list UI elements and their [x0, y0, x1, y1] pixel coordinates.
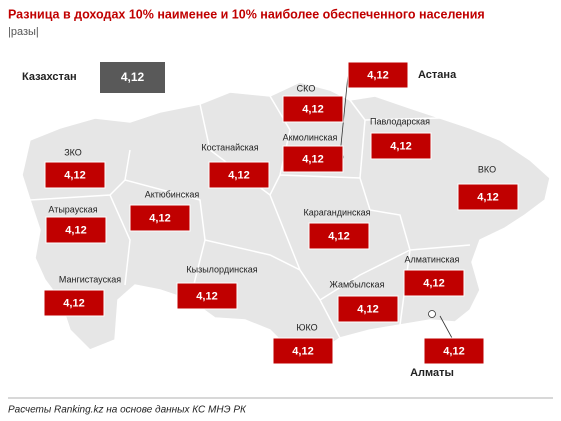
region-name: Алматы — [410, 367, 454, 379]
region-value: 4,12 — [302, 103, 323, 115]
region-name: Атырауская — [48, 204, 97, 214]
value-box — [370, 132, 432, 160]
city-marker — [428, 310, 436, 318]
value-box — [129, 204, 191, 232]
region-name: Костанайская — [201, 142, 258, 152]
source: Расчеты Ranking.kz на основе данных КС М… — [8, 405, 247, 416]
country-value: 4,12 — [121, 70, 145, 84]
region-value: 4,12 — [292, 345, 313, 357]
region-name: ЮКО — [296, 322, 317, 332]
region-name: Астана — [418, 69, 457, 81]
value-box — [45, 216, 107, 244]
value-box — [347, 61, 409, 89]
region-value: 4,12 — [477, 191, 498, 203]
region-name: ЗКО — [64, 147, 82, 157]
region-value: 4,12 — [357, 303, 378, 315]
value-box — [457, 183, 519, 211]
value-box — [43, 289, 105, 317]
title: Разница в доходах 10% наименее и 10% наи… — [8, 7, 485, 21]
region-value: 4,12 — [302, 153, 323, 165]
value-box — [308, 222, 370, 250]
value-box — [282, 145, 344, 173]
region-borders — [29, 95, 471, 339]
region-name: Акмолинская — [283, 132, 338, 142]
region-value: 4,12 — [443, 345, 464, 357]
region-value: 4,12 — [367, 69, 388, 81]
value-box — [337, 295, 399, 323]
region-name: Павлодарская — [370, 116, 430, 126]
region-value: 4,12 — [423, 277, 444, 289]
region-value: 4,12 — [328, 230, 349, 242]
value-box — [208, 161, 270, 189]
region-value: 4,12 — [65, 224, 86, 236]
leader-line — [339, 74, 349, 156]
value-box — [44, 161, 106, 189]
region-name: Актюбинская — [145, 189, 200, 199]
subtitle: |разы| — [8, 26, 39, 38]
region-name: Карагандинская — [303, 207, 370, 217]
leader-line — [439, 315, 453, 339]
country-name: Казахстан — [22, 71, 77, 83]
value-box — [282, 95, 344, 123]
region-value: 4,12 — [63, 297, 84, 309]
region-value: 4,12 — [149, 212, 170, 224]
region-name: ВКО — [478, 164, 496, 174]
region-value: 4,12 — [228, 169, 249, 181]
country-value-box — [100, 62, 165, 93]
region-name: Мангистауская — [59, 274, 121, 284]
value-box — [403, 269, 465, 297]
value-box — [176, 282, 238, 310]
region-value: 4,12 — [64, 169, 85, 181]
region-name: Алматинская — [405, 254, 460, 264]
region-value: 4,12 — [390, 140, 411, 152]
region-value: 4,12 — [196, 290, 217, 302]
region-name: Кызылординская — [186, 264, 257, 274]
regions: Астана 4,12 СКО 4,12 Акмолинская 4,12 Павлодар… — [43, 61, 519, 379]
region-name: Жамбылская — [330, 279, 385, 289]
value-box — [272, 337, 334, 365]
value-box — [423, 337, 485, 365]
region-name: СКО — [297, 83, 316, 93]
